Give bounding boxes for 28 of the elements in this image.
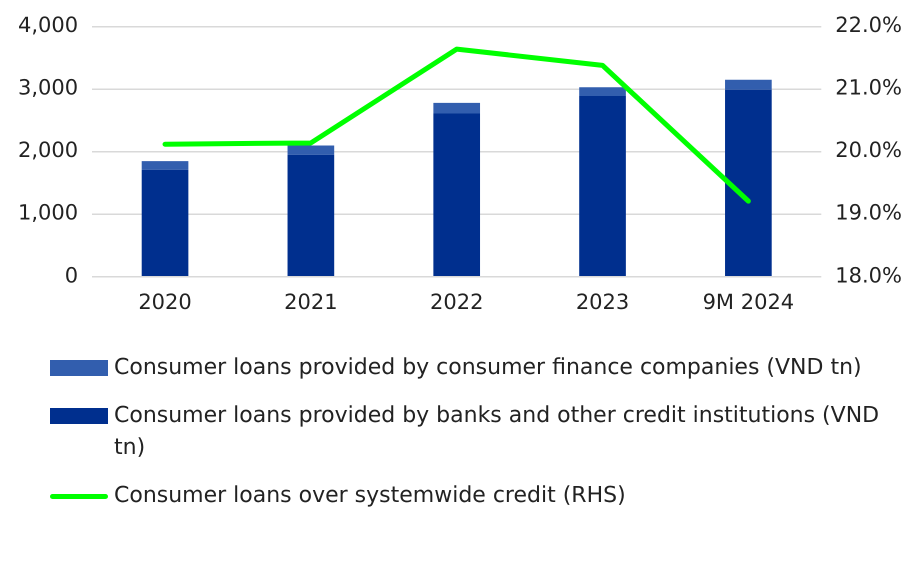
legend-label: Consumer loans provided by consumer finance companies (VND tn) bbox=[114, 354, 862, 382]
y2-tick-label: 22.0% bbox=[835, 13, 902, 38]
y2-tick-label: 18.0% bbox=[835, 263, 902, 288]
legend-label: Consumer loans over systemwide credit (RHS) bbox=[114, 482, 626, 510]
bar bbox=[142, 161, 188, 170]
y2-tick-label: 20.0% bbox=[835, 138, 902, 162]
x-tick-label: 2022 bbox=[430, 290, 484, 314]
x-tick-label: 2023 bbox=[576, 290, 630, 314]
x-tick-label: 9M 2024 bbox=[702, 290, 794, 314]
y2-tick-label: 21.0% bbox=[835, 76, 902, 100]
bar bbox=[433, 102, 480, 114]
bar bbox=[579, 87, 626, 96]
legend-label: Consumer loans provided by banks and other credit institutions (VND tn) bbox=[114, 402, 880, 462]
y-tick-label: 3,000 bbox=[18, 76, 78, 100]
y-tick-label: 0 bbox=[64, 263, 78, 288]
y-tick-label: 1,000 bbox=[18, 200, 78, 225]
bar bbox=[142, 170, 188, 276]
bar bbox=[288, 154, 334, 276]
bar bbox=[433, 114, 480, 276]
bar bbox=[579, 96, 626, 276]
x-tick-label: 2020 bbox=[138, 290, 192, 314]
bar bbox=[288, 145, 334, 155]
y-tick-label: 4,000 bbox=[18, 13, 78, 38]
y-tick-label: 2,000 bbox=[18, 138, 78, 162]
y2-tick-label: 19.0% bbox=[835, 200, 902, 225]
bar bbox=[725, 80, 772, 90]
x-tick-label: 2021 bbox=[284, 290, 338, 314]
bar bbox=[725, 90, 772, 276]
